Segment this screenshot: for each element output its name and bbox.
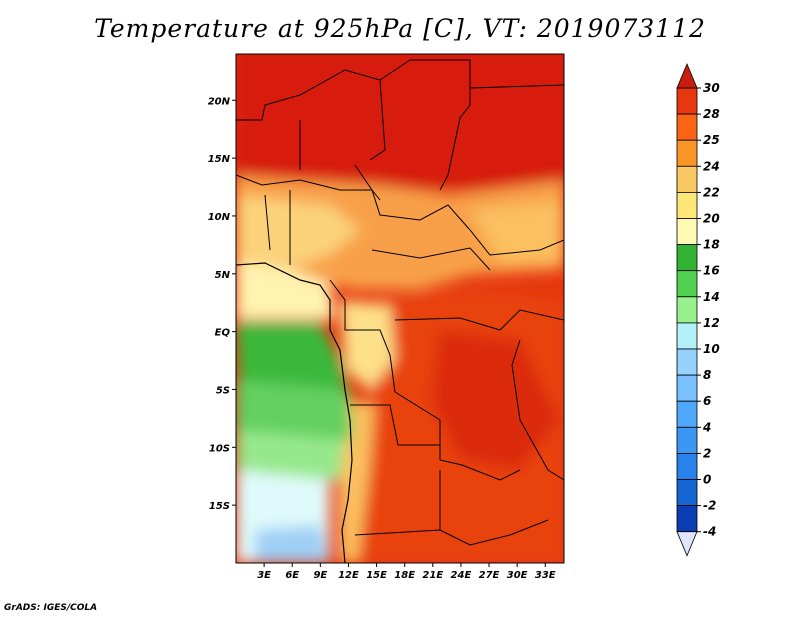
colorbar-segment bbox=[676, 113, 698, 141]
colorbar-label: 8 bbox=[703, 368, 711, 382]
coastline bbox=[235, 262, 353, 564]
colorbar-label: 6 bbox=[703, 394, 711, 408]
colorbar-label: -4 bbox=[703, 525, 716, 539]
colorbar-segment bbox=[676, 296, 698, 324]
axis-ticks: 3E 6E 9E 12E 15E 18E 21E 24E 27E 30E 33E 20N 15N 10N 5… bbox=[208, 96, 556, 581]
colorbar-segment bbox=[676, 244, 698, 272]
x-tick-label: 3E bbox=[257, 570, 271, 581]
y-tick-label: 20N bbox=[208, 96, 231, 107]
colorbar-label: 12 bbox=[703, 316, 720, 330]
x-tick-label: 6E bbox=[285, 570, 299, 581]
x-tick-label: 30E bbox=[507, 570, 528, 581]
colorbar-label: 0 bbox=[703, 473, 711, 487]
grads-credit: GrADS: IGES/COLA bbox=[4, 603, 98, 613]
colorbar-label: 25 bbox=[703, 133, 720, 147]
colorbar-segment bbox=[676, 218, 698, 246]
x-tick-label: 18E bbox=[394, 570, 415, 581]
colorbar-segment bbox=[676, 270, 698, 298]
colorbar-label: 18 bbox=[703, 238, 720, 252]
colorbar-label: 24 bbox=[703, 159, 720, 173]
colorbar-segment bbox=[676, 426, 698, 454]
y-tick-label: 15S bbox=[209, 501, 230, 512]
colorbar-label: -2 bbox=[703, 499, 716, 513]
x-tick-label: 21E bbox=[422, 570, 443, 581]
temperature-field bbox=[236, 54, 564, 563]
x-tick-label: 33E bbox=[535, 570, 556, 581]
colorbar-segment bbox=[676, 374, 698, 402]
y-tick-label: 5S bbox=[216, 385, 230, 396]
colorbar-label: 4 bbox=[702, 420, 711, 434]
colorbar-segment bbox=[676, 479, 698, 507]
colorbar-top-arrow bbox=[676, 62, 698, 89]
colorbar-label: 16 bbox=[703, 264, 720, 278]
x-tick-label: 27E bbox=[479, 570, 500, 581]
y-tick-label: 10S bbox=[209, 443, 230, 454]
colorbar-label: 20 bbox=[703, 212, 720, 226]
colorbar-segment bbox=[676, 139, 698, 167]
colorbar-segment bbox=[676, 452, 698, 480]
country-borders bbox=[236, 59, 564, 546]
colorbar-label: 14 bbox=[703, 290, 720, 304]
y-tick-label: EQ bbox=[215, 328, 231, 339]
x-tick-label: 12E bbox=[338, 570, 359, 581]
x-tick-label: 9E bbox=[313, 570, 327, 581]
x-tick-label: 15E bbox=[366, 570, 387, 581]
y-tick-label: 5N bbox=[215, 270, 231, 281]
colorbar-segment bbox=[676, 191, 698, 219]
colorbar-segment bbox=[676, 165, 698, 193]
colorbar-segment bbox=[676, 87, 698, 115]
colorbar-segment bbox=[676, 322, 698, 350]
colorbar-label: 2 bbox=[703, 446, 711, 460]
colorbar-label: 22 bbox=[703, 185, 720, 199]
colorbar-label: 28 bbox=[703, 107, 720, 121]
y-tick-label: 15N bbox=[208, 154, 231, 165]
colorbar-segment bbox=[676, 348, 698, 376]
colorbar-label: 30 bbox=[703, 81, 720, 95]
map-frame bbox=[235, 53, 565, 564]
colorbar-label: 10 bbox=[703, 342, 720, 356]
x-tick-label: 24E bbox=[451, 570, 472, 581]
colorbar-segment bbox=[676, 505, 698, 533]
colorbar-segment bbox=[676, 400, 698, 428]
chart-title: Temperature at 925hPa [C], VT: 201907311… bbox=[94, 14, 706, 43]
y-tick-label: 10N bbox=[208, 212, 231, 223]
colorbar-bottom-arrow bbox=[676, 531, 698, 557]
